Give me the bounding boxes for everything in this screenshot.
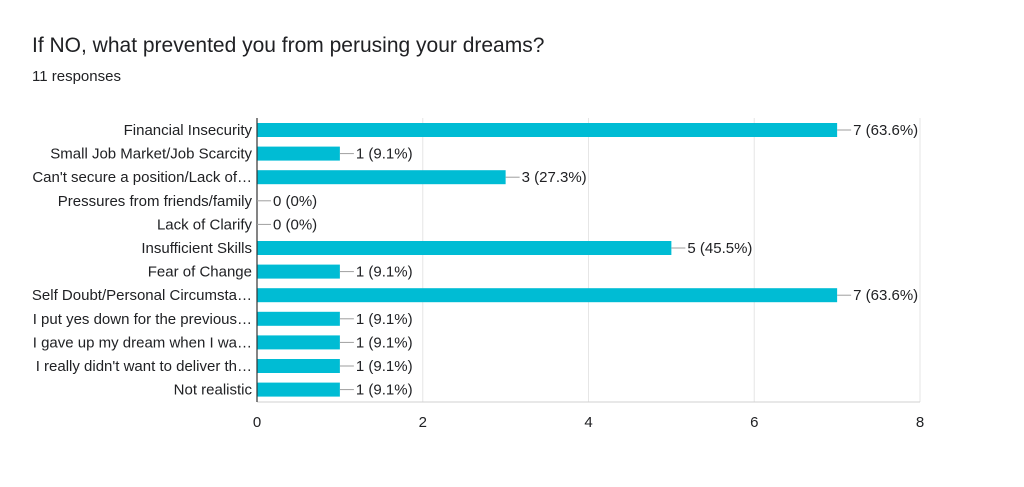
category-label: I really didn't want to deliver th… <box>36 358 252 375</box>
category-label: Self Doubt/Personal Circumsta… <box>32 287 252 304</box>
chart-title: If NO, what prevented you from perusing … <box>32 34 545 57</box>
bar <box>257 288 838 303</box>
data-label: 0 (0%) <box>273 193 317 210</box>
bar <box>257 170 506 185</box>
category-label: Lack of Clarify <box>157 216 253 233</box>
data-label: 3 (27.3%) <box>522 169 587 186</box>
x-tick-label: 4 <box>584 414 592 431</box>
data-label: 1 (9.1%) <box>356 311 413 328</box>
data-label: 0 (0%) <box>273 216 317 233</box>
data-label: 7 (63.6%) <box>853 287 918 304</box>
category-label: I put yes down for the previous… <box>33 311 252 328</box>
bar <box>257 146 340 161</box>
data-label: 5 (45.5%) <box>687 240 752 257</box>
x-tick-label: 6 <box>750 414 758 431</box>
category-label: Pressures from friends/family <box>58 193 253 210</box>
data-label: 7 (63.6%) <box>853 122 918 139</box>
data-label: 1 (9.1%) <box>356 358 413 375</box>
category-label: Small Job Market/Job Scarcity <box>50 146 252 163</box>
x-tick-label: 2 <box>419 414 427 431</box>
bar <box>257 382 340 397</box>
bar <box>257 264 340 279</box>
data-label: 1 (9.1%) <box>356 264 413 281</box>
bar <box>257 241 672 255</box>
data-label: 1 (9.1%) <box>356 334 413 351</box>
bar <box>257 123 838 137</box>
bar <box>257 335 340 350</box>
category-label: Not realistic <box>174 382 253 399</box>
category-label: Fear of Change <box>148 264 252 281</box>
data-label: 1 (9.1%) <box>356 382 413 399</box>
x-tick-label: 0 <box>253 414 261 431</box>
bar <box>257 311 340 326</box>
response-count: 11 responses <box>32 68 121 85</box>
bar <box>257 359 340 373</box>
category-label: Insufficient Skills <box>141 240 252 257</box>
category-label: I gave up my dream when I wa… <box>33 334 252 351</box>
x-tick-label: 8 <box>916 414 924 431</box>
category-label: Can't secure a position/Lack of… <box>32 169 252 186</box>
data-label: 1 (9.1%) <box>356 146 413 163</box>
category-label: Financial Insecurity <box>124 122 253 139</box>
